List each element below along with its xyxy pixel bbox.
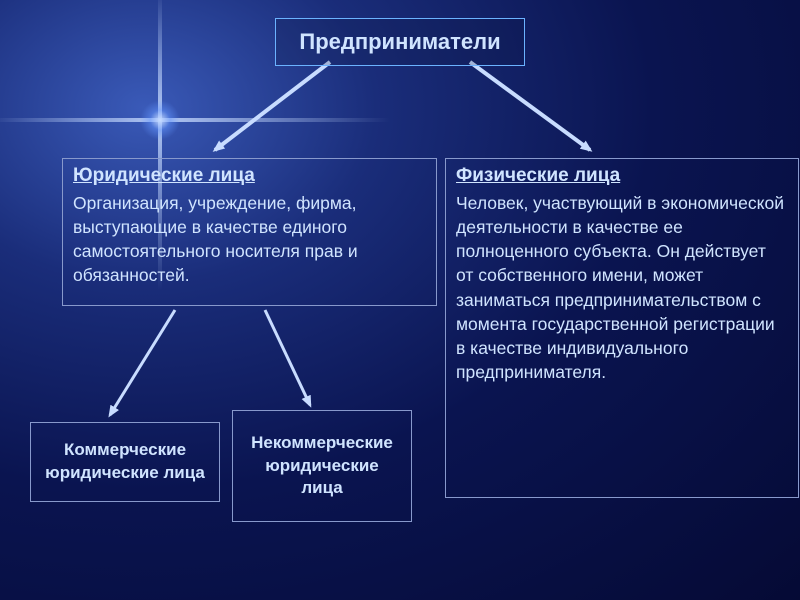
legal-heading: Юридические лица bbox=[73, 165, 426, 187]
lens-flare-horizontal bbox=[0, 118, 390, 122]
legal-body: Организация, учреждение, фирма, выступаю… bbox=[73, 191, 426, 288]
node-physical-persons: Физические лица Человек, участвующий в э… bbox=[445, 158, 799, 498]
commercial-label: Коммерческие юридические лица bbox=[41, 439, 209, 485]
noncommercial-label: Некоммерческие юридические лица bbox=[243, 432, 401, 501]
physical-heading: Физические лица bbox=[456, 165, 788, 187]
lens-flare-center bbox=[140, 100, 180, 140]
node-legal-entities: Юридические лица Организация, учреждение… bbox=[62, 158, 437, 306]
physical-body: Человек, участвующий в экономической дея… bbox=[456, 191, 788, 384]
node-noncommercial-legal: Некоммерческие юридические лица bbox=[232, 410, 412, 522]
root-node-label: Предприниматели bbox=[290, 29, 510, 55]
root-node-entrepreneurs: Предприниматели bbox=[275, 18, 525, 66]
node-commercial-legal: Коммерческие юридические лица bbox=[30, 422, 220, 502]
